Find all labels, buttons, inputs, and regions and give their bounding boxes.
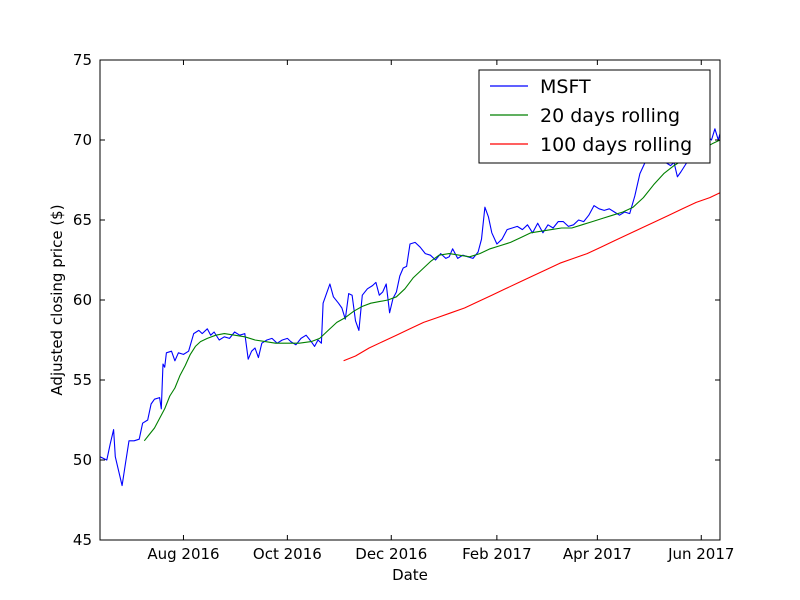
series-line-20-days-rolling <box>143 139 721 442</box>
legend-label-20-days: 20 days rolling <box>540 105 680 127</box>
series-line-100-days-rolling <box>343 192 721 362</box>
series-layer <box>99 128 721 487</box>
x-tick-label: Dec 2016 <box>355 545 427 563</box>
x-axis-label: Date <box>392 566 428 584</box>
y-tick-label: 50 <box>73 451 92 469</box>
y-tick-label: 70 <box>73 131 92 149</box>
y-tick-label: 45 <box>73 531 92 549</box>
y-axis-label: Adjusted closing price ($) <box>48 204 66 395</box>
y-tick-label: 60 <box>73 291 92 309</box>
x-tick-label: Feb 2017 <box>462 545 532 563</box>
y-tick-label: 65 <box>73 211 92 229</box>
legend-label-100-days: 100 days rolling <box>540 134 692 156</box>
legend-label-msft: MSFT <box>540 76 591 98</box>
legend: MSFT 20 days rolling 100 days rolling <box>478 69 711 164</box>
x-tick-label: Oct 2016 <box>253 545 322 563</box>
series-line-msft <box>99 128 721 487</box>
y-tick-label: 75 <box>73 51 92 69</box>
x-tick-label: Jun 2017 <box>667 545 734 563</box>
x-tick-label: Apr 2017 <box>563 545 632 563</box>
y-tick-label: 55 <box>73 371 92 389</box>
x-tick-label: Aug 2016 <box>147 545 219 563</box>
ticks-layer: 45 50 55 60 65 70 75 Aug 2016 Oct 2016 Dec 2016 Fe… <box>73 51 735 563</box>
